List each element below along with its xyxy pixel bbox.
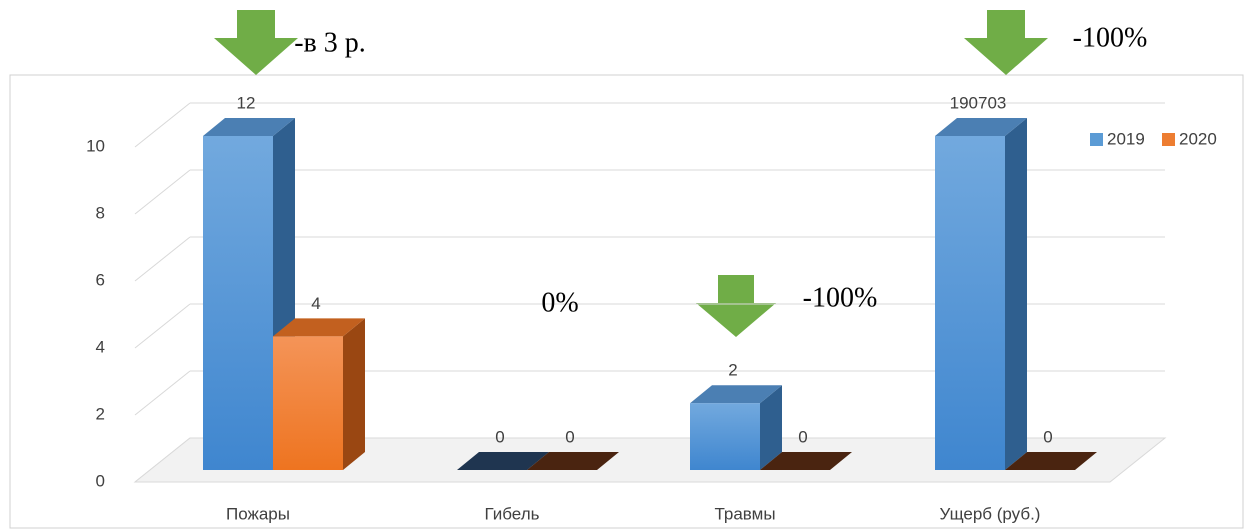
arrow [696, 275, 776, 337]
bar-side [760, 385, 782, 470]
legend-label: 2019 [1107, 129, 1145, 148]
annotation: -в 3 р. [294, 27, 366, 58]
arrow [214, 10, 298, 75]
grid-line [134, 303, 191, 349]
data-label: 2 [728, 361, 737, 380]
arrows [214, 10, 1048, 337]
annotation: -100% [1073, 22, 1148, 53]
x-tick-label: Травмы [714, 504, 775, 523]
bar [273, 336, 343, 470]
bar-top [203, 118, 295, 136]
data-label: 0 [565, 427, 574, 446]
grid-line [134, 169, 191, 215]
grid-line [134, 370, 191, 416]
bar-flat [1005, 452, 1097, 470]
annotation: 0% [541, 287, 578, 318]
bar [203, 136, 273, 470]
x-tick-label: Ущерб (руб.) [940, 504, 1041, 523]
y-tick-label: 2 [96, 404, 105, 423]
plot-border [9, 74, 1244, 529]
bar [935, 136, 1005, 470]
y-tick-label: 4 [96, 337, 105, 356]
grid-line [134, 236, 191, 282]
bar-flat [527, 452, 619, 470]
data-label: 0 [495, 427, 504, 446]
arrow [964, 10, 1048, 75]
annotation: -100% [803, 282, 878, 313]
data-label: 12 [237, 93, 256, 112]
y-tick-label: 0 [96, 471, 105, 490]
bar-side [343, 318, 365, 470]
data-label: 0 [798, 427, 807, 446]
bar-top [935, 118, 1027, 136]
bar-flat [457, 452, 549, 470]
x-tick-label: Пожары [226, 504, 290, 523]
legend-swatch [1162, 133, 1175, 146]
y-tick-label: 8 [96, 203, 105, 222]
legend-swatch [1090, 133, 1103, 146]
bar-top [273, 318, 365, 337]
y-tick-label: 6 [96, 270, 105, 289]
y-tick-label: 10 [86, 136, 105, 155]
data-label: 190703 [950, 93, 1007, 112]
x-tick-label: Гибель [485, 504, 540, 523]
data-label: 4 [311, 294, 320, 313]
legend-label: 2020 [1179, 129, 1217, 148]
bar-side [1005, 118, 1027, 470]
bar [690, 403, 760, 470]
bar-top [690, 385, 782, 404]
bar-flat [760, 452, 852, 470]
floor [133, 437, 1167, 483]
data-label: 0 [1043, 427, 1052, 446]
grid-line [134, 102, 191, 148]
